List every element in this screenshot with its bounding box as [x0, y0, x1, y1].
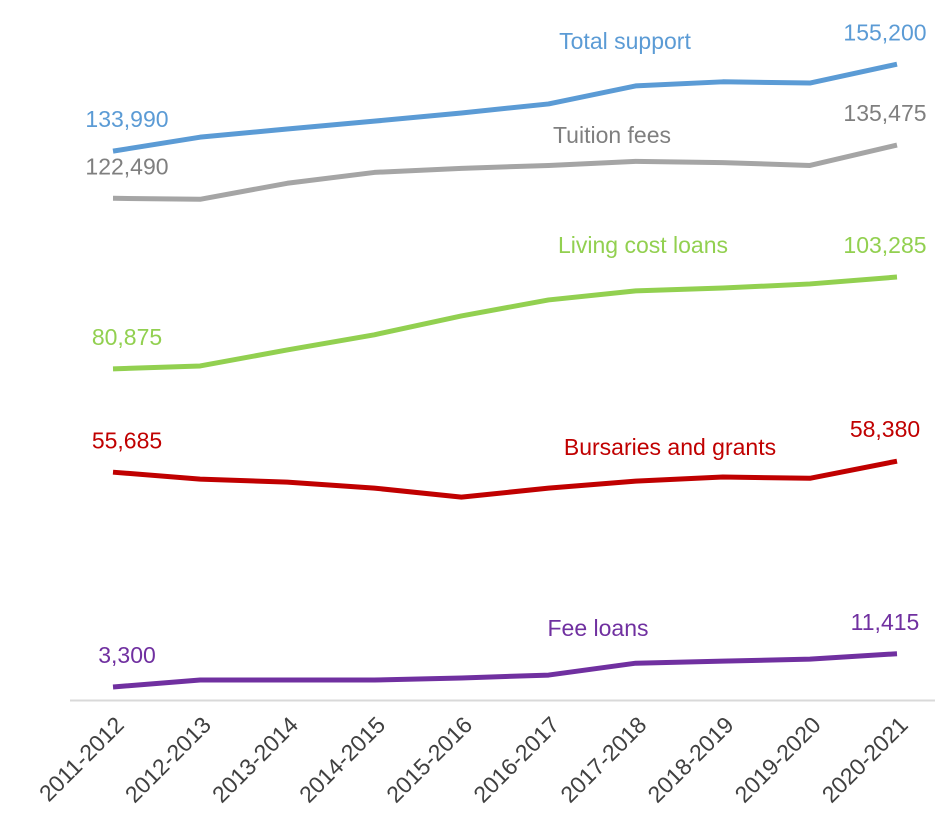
x-tick-label: 2013-2014	[207, 711, 303, 807]
series-label: Fee loans	[547, 615, 648, 641]
series-line	[112, 142, 898, 202]
x-tick-label: 2015-2016	[381, 711, 477, 807]
x-tick-label: 2018-2019	[642, 711, 738, 807]
series-line	[112, 651, 898, 690]
x-tick-label: 2016-2017	[468, 711, 564, 807]
data-label: 103,285	[843, 232, 926, 258]
data-label: 135,475	[843, 100, 926, 126]
x-tick-label: 2019-2020	[730, 711, 826, 807]
x-tick-label: 2011-2012	[34, 711, 129, 806]
series-label: Tuition fees	[553, 122, 671, 148]
x-tick-label: 2014-2015	[294, 711, 390, 807]
series-label: Total support	[559, 28, 691, 54]
series-line	[112, 458, 898, 500]
data-label: 155,200	[843, 19, 926, 45]
data-label: 80,875	[92, 324, 162, 350]
data-label: 55,685	[92, 427, 162, 453]
series-line	[112, 61, 898, 154]
data-label: 11,415	[851, 609, 920, 635]
x-tick-label: 2017-2018	[555, 711, 651, 807]
data-label: 58,380	[850, 416, 920, 442]
series-label: Living cost loans	[558, 232, 728, 258]
data-label: 122,490	[85, 153, 168, 179]
series-label: Bursaries and grants	[564, 434, 776, 460]
x-tick-label: 2012-2013	[120, 711, 216, 807]
series-line	[112, 274, 898, 372]
data-label: 133,990	[85, 106, 168, 132]
data-label: 3,300	[98, 642, 156, 668]
x-tick-label: 2020-2021	[817, 711, 913, 807]
